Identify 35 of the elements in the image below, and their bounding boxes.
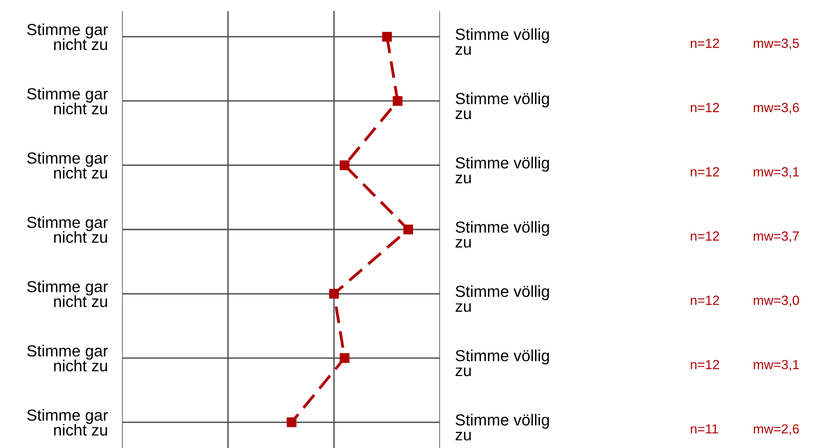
point xyxy=(403,224,414,234)
text: n=12 xyxy=(690,38,720,48)
text: Stimme völlig zu xyxy=(456,350,549,376)
data-label: mw=3,1 xyxy=(754,360,799,371)
point xyxy=(286,417,296,428)
text: Stimme völlig zu xyxy=(456,285,549,312)
data-label: mw=2,6 xyxy=(754,424,799,436)
y-tick-label: Stimme gar nicht zu xyxy=(27,23,108,50)
y-tick-label: Stimme gar nicht zu xyxy=(27,344,108,372)
point xyxy=(340,353,350,363)
y-tick-label: Stimme gar nicht zu xyxy=(27,280,108,308)
y-tick-label: Stimme gar nicht zu xyxy=(27,88,108,114)
text: n=12 xyxy=(690,167,720,176)
data-label: mw=3,7 xyxy=(754,231,799,242)
text: Stimme völlig zu xyxy=(456,92,549,120)
text: Stimme völlig zu xyxy=(456,221,549,248)
text: n=12 xyxy=(690,296,720,305)
text: Stimme völlig zu xyxy=(456,414,549,440)
y-tick-label: Stimme gar nicht zu xyxy=(27,152,108,179)
data-label: mw=3,6 xyxy=(754,102,799,114)
text: Stimme völlig zu xyxy=(456,156,549,184)
text: n=12 xyxy=(690,102,720,112)
text: Stimme völlig zu xyxy=(456,28,549,55)
data-label: mw=3,0 xyxy=(754,296,799,307)
data-label: mw=3,5 xyxy=(754,38,799,50)
text: n=12 xyxy=(690,360,720,370)
data-label: mw=3,1 xyxy=(754,167,799,178)
y-tick-label: Stimme gar nicht zu xyxy=(27,409,108,436)
text: n=12 xyxy=(690,231,720,241)
y-tick-label: Stimme gar nicht zu xyxy=(27,216,108,243)
text: n=11 xyxy=(690,424,718,434)
point xyxy=(329,288,339,299)
point xyxy=(382,32,392,42)
point xyxy=(340,160,350,170)
point xyxy=(392,96,402,106)
